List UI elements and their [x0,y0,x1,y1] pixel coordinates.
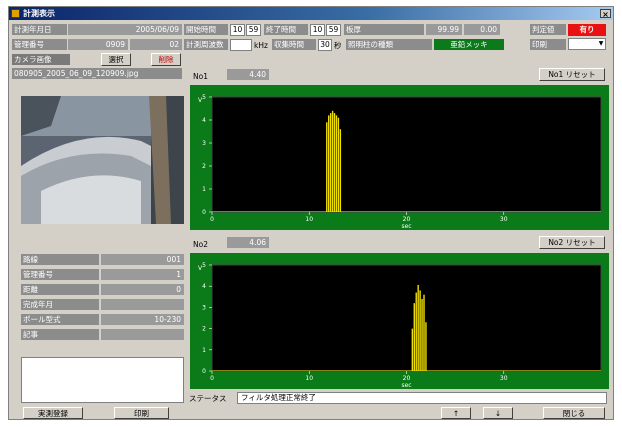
y-tick-label: 5 [202,262,206,269]
defect-type-label: 照明柱の種類 [346,39,432,50]
print-button[interactable]: 印刷 [114,407,169,419]
photo-image [21,96,184,224]
plot-area [211,264,602,372]
start-hour-input[interactable]: 10 [230,24,245,36]
info-label: 路線 [21,254,99,265]
x-tick-label: 20 [403,375,411,382]
window-title: 計測表示 [23,9,55,18]
info-value: 001 [101,254,184,265]
judgement-value: 有り [568,24,606,36]
close-button[interactable]: 閉じる [543,407,605,419]
sampling-input[interactable] [230,39,252,51]
chart-panel-1: V 0 1 2 3 4 5 0 10 20 30 sec [190,85,609,230]
start-min-input[interactable]: 59 [246,24,261,36]
x-tick-label: 30 [500,375,508,382]
status-label: ステータス [189,394,227,403]
camera-photo [21,96,184,224]
ch2-label: No2 [193,240,208,249]
camera-select-button[interactable]: 選択 [101,53,131,66]
x-tick-label: 0 [210,375,214,382]
title-bar: 計測表示 × [9,7,613,20]
x-tick-label: 20 [403,216,411,223]
info-label: 記事 [21,329,99,340]
measure-date-value: 2005/06/09 [68,24,182,35]
notes-textarea[interactable] [21,357,184,403]
status-message: フィルタ処理正常終了 [237,392,607,404]
info-label: 完成年月 [21,299,99,310]
camera-label: カメラ画像 [12,54,70,65]
end-min-input[interactable]: 59 [326,24,341,36]
ch1-label: No1 [193,72,208,81]
mgmt-no-value-b: 02 [130,39,182,50]
record-time-input[interactable]: 30 [318,39,332,51]
waveform-chart-1: V 0 1 2 3 4 5 0 10 20 30 sec [198,94,602,230]
judgement-label: 判定値 [530,24,566,35]
y-tick-label: 3 [202,140,206,147]
thickness-value-b: 0.00 [464,24,500,35]
record-time-label: 収集時間 [272,39,316,50]
end-time-label: 終了時間 [264,24,308,35]
info-value [101,299,184,310]
sampling-unit: kHz [254,41,268,50]
mgmt-no-label: 管理番号 [12,39,67,50]
measurement-window: 計測表示 × 計測年月日 2005/06/09 開始時間 10 59 終了時間 … [8,6,614,420]
ch1-value: 4.40 [227,69,269,80]
x-tick-label: 10 [305,375,313,382]
prev-button[interactable]: ↑ [441,407,471,419]
x-tick-label: 30 [500,216,508,223]
record-button[interactable]: 実測登録 [23,407,83,419]
app-icon [11,9,20,18]
thickness-value-a: 99.99 [426,24,462,35]
thickness-label: 板厚 [344,24,424,35]
mgmt-no-value-a: 0909 [68,39,128,50]
y-tick-label: 5 [202,94,206,101]
print-select[interactable] [568,38,606,50]
y-tick-label: 0 [202,368,206,375]
chart-panel-2: V 0 1 2 3 4 5 0 10 20 30 sec [190,253,609,389]
camera-delete-button[interactable]: 削除 [151,53,181,66]
info-value [101,329,184,340]
start-time-label: 開始時間 [184,24,228,35]
x-axis-label: sec [401,223,411,230]
left-info-table: 路線 001 管理番号 1 距離 0 完成年月 ポール型式 10-230 記事 [21,254,184,354]
print-label: 印刷 [530,39,566,50]
waveform-chart-2: V 0 1 2 3 4 5 0 10 20 30 sec [198,262,602,389]
info-value: 10-230 [101,314,184,325]
y-axis-label: V [198,97,203,104]
info-label: 管理番号 [21,269,99,280]
chevron-down-icon[interactable]: ▼ [598,40,604,47]
x-axis-label: sec [401,382,411,389]
ch2-value: 4.06 [227,237,269,248]
y-tick-label: 1 [202,186,206,193]
y-tick-label: 1 [202,347,206,354]
y-tick-label: 3 [202,304,206,311]
info-label: 距離 [21,284,99,295]
ch2-reset-button[interactable]: No2 リセット [539,236,605,249]
plot-area [211,96,602,213]
x-tick-label: 0 [210,216,214,223]
record-time-unit: 秒 [334,41,342,50]
sampling-label: 計測周波数 [184,39,228,50]
y-tick-label: 4 [202,117,206,124]
close-icon[interactable]: × [600,9,611,19]
y-tick-label: 4 [202,283,206,290]
end-hour-input[interactable]: 10 [310,24,325,36]
ch1-reset-button[interactable]: No1 リセット [539,68,605,81]
info-value: 1 [101,269,184,280]
y-tick-label: 0 [202,209,206,216]
info-value: 0 [101,284,184,295]
next-button[interactable]: ↓ [483,407,513,419]
camera-filename: 080905_2005_06_09_120909.jpg [12,68,182,79]
defect-type-value: 亜鉛メッキ [434,39,504,50]
y-tick-label: 2 [202,163,206,170]
y-tick-label: 2 [202,326,206,333]
info-label: ポール型式 [21,314,99,325]
x-tick-label: 10 [305,216,313,223]
measure-date-label: 計測年月日 [12,24,67,35]
y-axis-label: V [198,265,203,272]
